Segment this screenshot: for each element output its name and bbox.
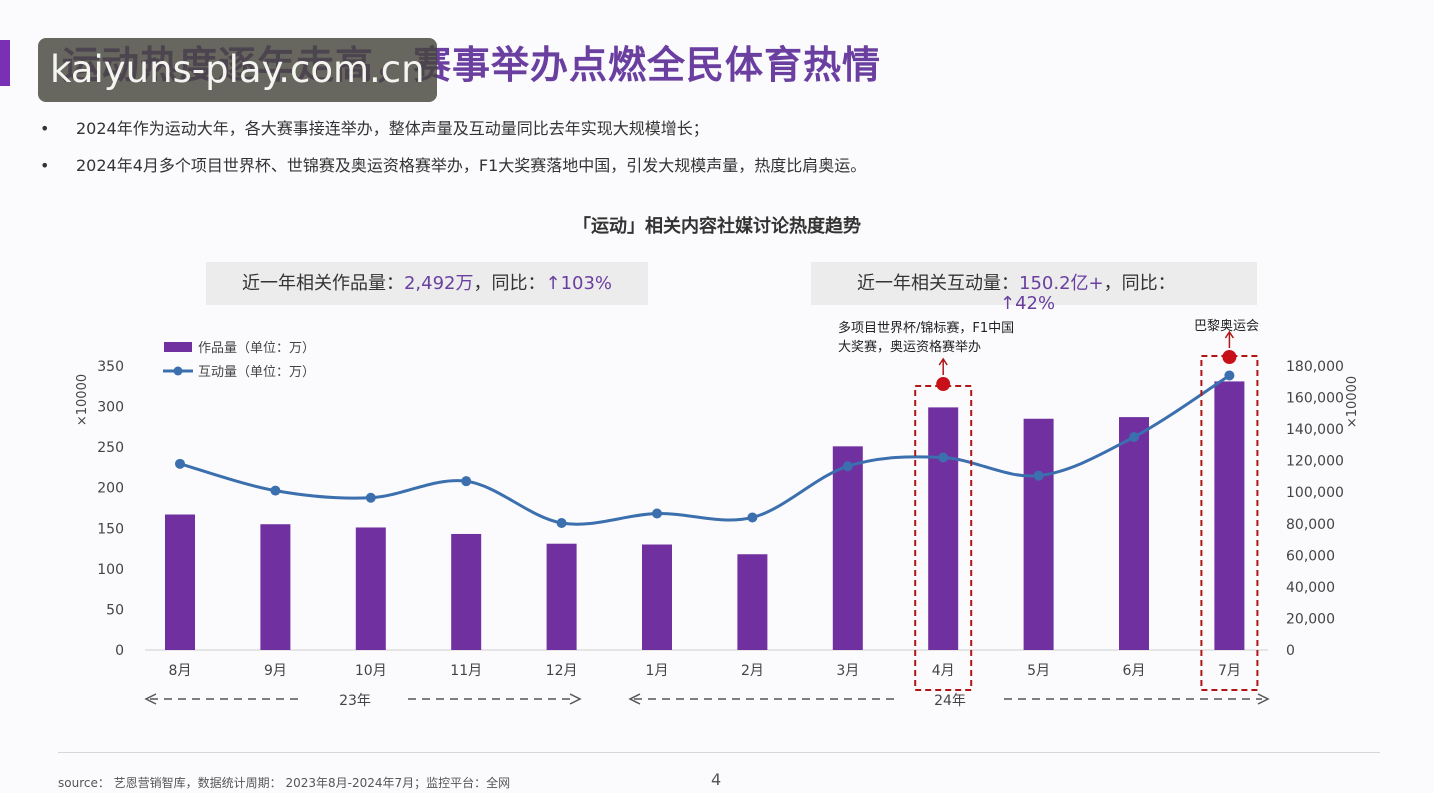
works-stat-label: 近一年相关作品量：: [241, 273, 404, 294]
works-stat-yoy: ↑103%: [545, 273, 613, 294]
combo-chart: 350300250200150100500×10000180,000160,00…: [75, 319, 1360, 709]
timeline-arrow-right: [1257, 693, 1270, 705]
bullet-list: • 2024年作为运动大年，各大赛事接连举办，整体声量及互动量同比去年实现大规模增…: [40, 118, 866, 192]
x-tick-label: 6月: [1123, 663, 1146, 679]
y-left-tick-label: 300: [97, 400, 124, 416]
works-stat-yoy-label: ，同比：: [473, 273, 546, 294]
bar-works: [642, 544, 672, 650]
bullet-marker: •: [40, 156, 50, 175]
works-stat-box: 近一年相关作品量：2,492万，同比：↑103%: [206, 262, 648, 305]
y-left-tick-label: 100: [97, 562, 124, 578]
line-point: [652, 508, 662, 519]
interaction-stat-yoy: ↑42%: [1000, 293, 1056, 314]
bullet-text: 2024年4月多个项目世界杯、世锦赛及奥运资格赛举办，F1大奖赛落地中国，引发大…: [76, 156, 867, 175]
y-right-tick-label: 100,000: [1286, 485, 1344, 501]
chart-title: 「运动」相关内容社媒讨论热度趋势: [573, 216, 861, 237]
y-left-tick-label: 150: [97, 521, 124, 537]
bullet-text: 2024年作为运动大年，各大赛事接连举办，整体声量及互动量同比去年实现大规模增长…: [76, 119, 709, 138]
bar-works: [260, 524, 291, 650]
x-tick-label: 7月: [1218, 663, 1241, 679]
line-point: [938, 452, 949, 463]
interaction-stat-box: 近一年相关互动量：150.2亿+，同比：: [811, 262, 1257, 305]
y-right-axis-label: ×10000: [1345, 376, 1360, 428]
title-accent-bar: [0, 40, 10, 86]
y-right-tick-label: 120,000: [1286, 454, 1344, 470]
x-tick-label: 8月: [169, 663, 192, 679]
year-label-23: 23年: [339, 693, 371, 709]
y-right-tick-label: 180,000: [1286, 359, 1344, 375]
annotation-text: 大奖赛，奥运资格赛举办: [838, 339, 981, 355]
legend-marker-interactions: [173, 366, 183, 376]
line-point: [1033, 470, 1044, 481]
year-label-24: 24年: [934, 693, 966, 709]
y-right-tick-label: 80,000: [1286, 517, 1335, 533]
y-left-tick-label: 200: [97, 481, 124, 497]
line-point: [747, 512, 758, 523]
highlight-dot: [1222, 350, 1237, 364]
timeline-arrow-left: [628, 693, 641, 705]
legend-label-interactions: 互动量（单位：万）: [198, 365, 315, 380]
highlight-dot: [936, 377, 951, 391]
timeline-arrow-left: [144, 693, 157, 705]
x-tick-label: 5月: [1027, 663, 1050, 679]
line-point: [1129, 432, 1139, 442]
y-right-tick-label: 20,000: [1286, 611, 1335, 627]
x-tick-label: 4月: [932, 663, 955, 679]
annotation-arrow-head: [938, 357, 948, 366]
x-tick-label: 12月: [546, 663, 578, 679]
bar-works: [451, 533, 482, 650]
y-right-tick-label: 60,000: [1286, 548, 1335, 564]
y-left-tick-label: 0: [115, 643, 124, 659]
page-number: 4: [711, 770, 722, 789]
highlight-box: [1200, 355, 1259, 691]
x-tick-label: 9月: [264, 663, 287, 679]
y-left-tick-label: 50: [106, 602, 124, 618]
y-right-tick-label: 160,000: [1286, 391, 1344, 407]
bar-works: [355, 527, 386, 650]
x-tick-label: 3月: [836, 663, 859, 679]
bullet-item: • 2024年4月多个项目世界杯、世锦赛及奥运资格赛举办，F1大奖赛落地中国，引发…: [40, 155, 866, 176]
bar-works: [832, 446, 863, 650]
x-tick-label: 10月: [355, 663, 387, 679]
interaction-stat-yoy-label: ，同比：: [1103, 273, 1176, 294]
y-right-tick-label: 40,000: [1286, 580, 1335, 596]
line-point: [365, 492, 376, 503]
line-point: [461, 476, 472, 487]
annotation-text: 巴黎奥运会: [1194, 319, 1259, 334]
legend-label-works: 作品量（单位：万）: [198, 341, 315, 356]
bar-works: [1119, 417, 1149, 650]
footer-source: source： 艺恩营销智库，数据统计周期： 2023年8月-2024年7月；监…: [58, 776, 511, 790]
line-point: [556, 517, 567, 528]
y-left-tick-label: 350: [97, 359, 124, 375]
interaction-stat-label: 近一年相关互动量：: [857, 273, 1019, 294]
line-point: [175, 458, 185, 469]
annotation-text: 多项目世界杯/锦标赛，F1中国: [838, 320, 1014, 336]
legend-swatch-works: [164, 342, 192, 352]
bullet-item: • 2024年作为运动大年，各大赛事接连举办，整体声量及互动量同比去年实现大规模增…: [40, 118, 866, 139]
x-tick-label: 2月: [741, 663, 764, 679]
x-tick-label: 11月: [450, 663, 482, 679]
line-interactions: [179, 374, 1231, 526]
y-right-tick-label: 0: [1286, 643, 1295, 659]
line-point: [842, 461, 853, 472]
bar-works: [1214, 381, 1245, 650]
bar-works: [1023, 418, 1054, 650]
x-tick-label: 1月: [646, 663, 669, 679]
bar-works: [737, 554, 768, 650]
y-right-tick-label: 140,000: [1286, 422, 1344, 438]
timeline-arrow-right: [569, 693, 582, 705]
bar-works: [546, 543, 577, 650]
annotation-arrow-head: [1224, 330, 1235, 339]
bar-works: [928, 407, 959, 650]
y-left-axis-label: ×10000: [75, 374, 90, 426]
works-stat-value: 2,492万: [403, 273, 474, 294]
line-point: [270, 485, 281, 496]
interaction-stat-value: 150.2亿+: [1019, 273, 1104, 294]
footer-divider: [58, 752, 1380, 753]
line-point: [1224, 370, 1235, 381]
bar-works: [165, 514, 195, 650]
watermark-overlay: kaiyuns-play.com.cn: [38, 38, 437, 102]
bullet-marker: •: [40, 119, 50, 138]
y-left-tick-label: 250: [97, 440, 124, 456]
